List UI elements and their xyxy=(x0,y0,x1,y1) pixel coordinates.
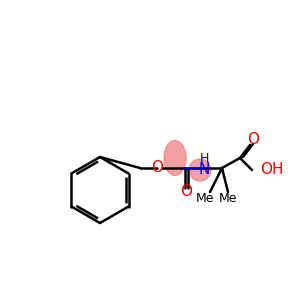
Ellipse shape xyxy=(189,159,211,181)
Text: O: O xyxy=(247,133,259,148)
Ellipse shape xyxy=(164,140,186,176)
Text: H: H xyxy=(199,152,209,164)
Text: O: O xyxy=(180,184,192,200)
Text: Me: Me xyxy=(196,191,214,205)
Text: N: N xyxy=(198,163,210,178)
Text: O: O xyxy=(151,160,163,175)
Text: OH: OH xyxy=(260,163,284,178)
Text: Me: Me xyxy=(219,191,237,205)
